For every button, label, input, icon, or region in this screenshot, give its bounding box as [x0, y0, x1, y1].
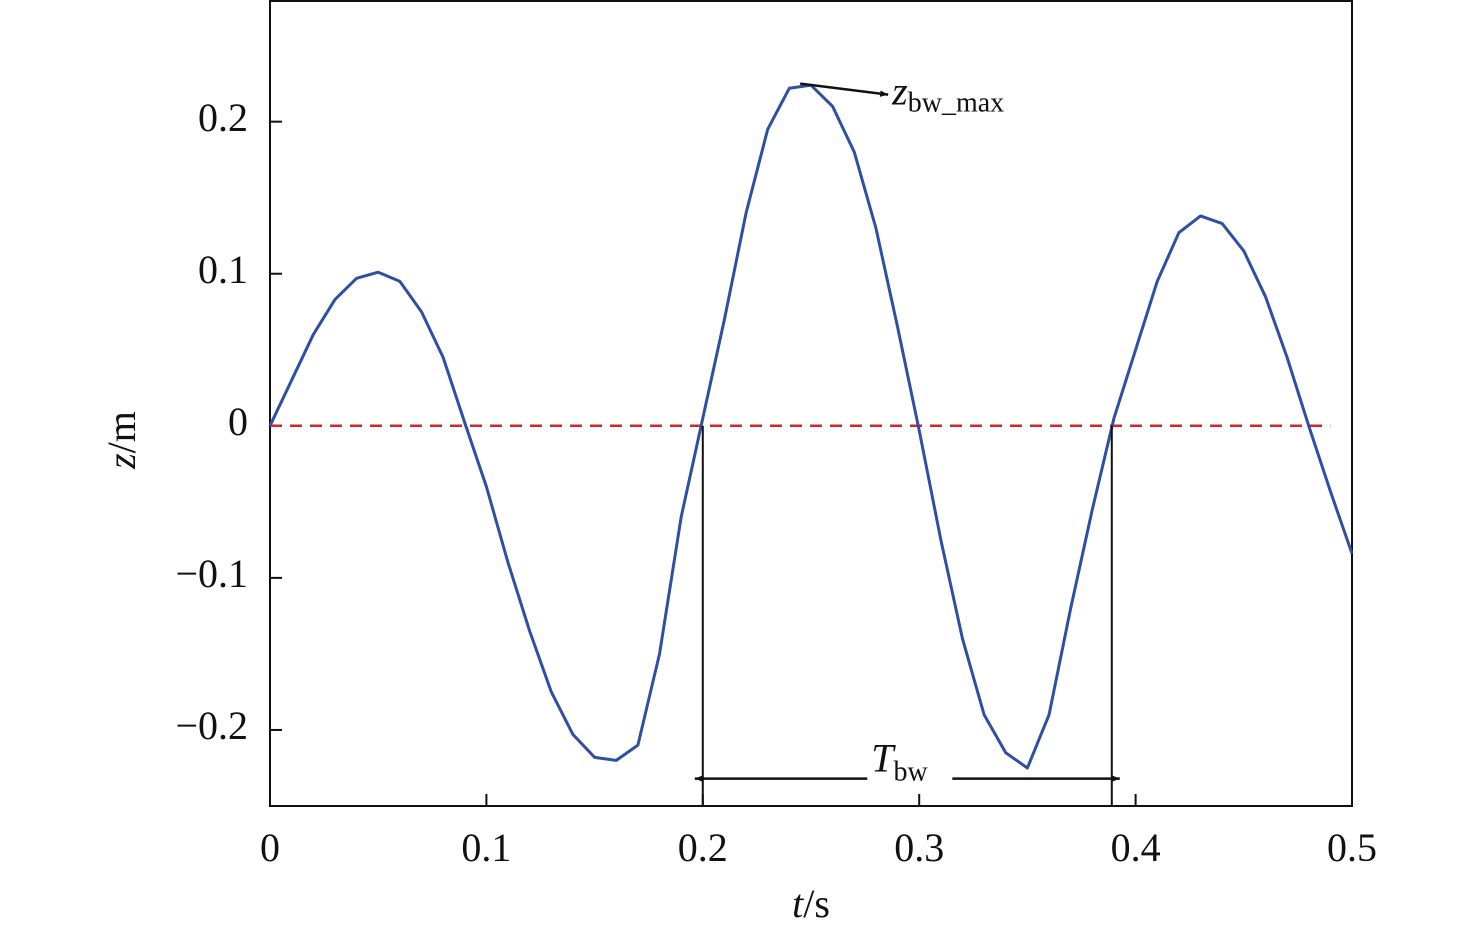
x-tick-label: 0.1 [461, 825, 511, 870]
annotation-label: zbw_max [891, 69, 1004, 119]
x-tick-label: 0.4 [1111, 825, 1161, 870]
annotation-sub: bw_max [908, 88, 1004, 119]
y-axis-label: z/m [99, 411, 144, 470]
y-tick-label: 0.2 [198, 95, 248, 140]
y-label-var: z [99, 453, 144, 470]
x-label-unit: /s [803, 881, 830, 926]
period-sub: bw [894, 757, 929, 788]
annotation-var: z [891, 69, 908, 114]
y-tick-label: 0 [228, 399, 248, 444]
annotation-arrow [800, 82, 889, 97]
plot-frame [269, 0, 1353, 807]
x-axis-label: t/s [792, 881, 830, 926]
period-label: Tbw [871, 736, 928, 788]
x-label-var: t [792, 881, 804, 926]
x-tick-label: 0.3 [894, 825, 944, 870]
y-tick-label: −0.2 [175, 703, 248, 748]
x-tick-label: 0.2 [678, 825, 728, 870]
y-tick-label: −0.1 [175, 551, 248, 596]
y-label-unit: /m [99, 411, 144, 453]
period-var: T [871, 736, 896, 781]
y-tick-label: 0.1 [198, 247, 248, 292]
x-tick-label: 0 [260, 825, 280, 870]
x-tick-label: 0.5 [1327, 825, 1377, 870]
